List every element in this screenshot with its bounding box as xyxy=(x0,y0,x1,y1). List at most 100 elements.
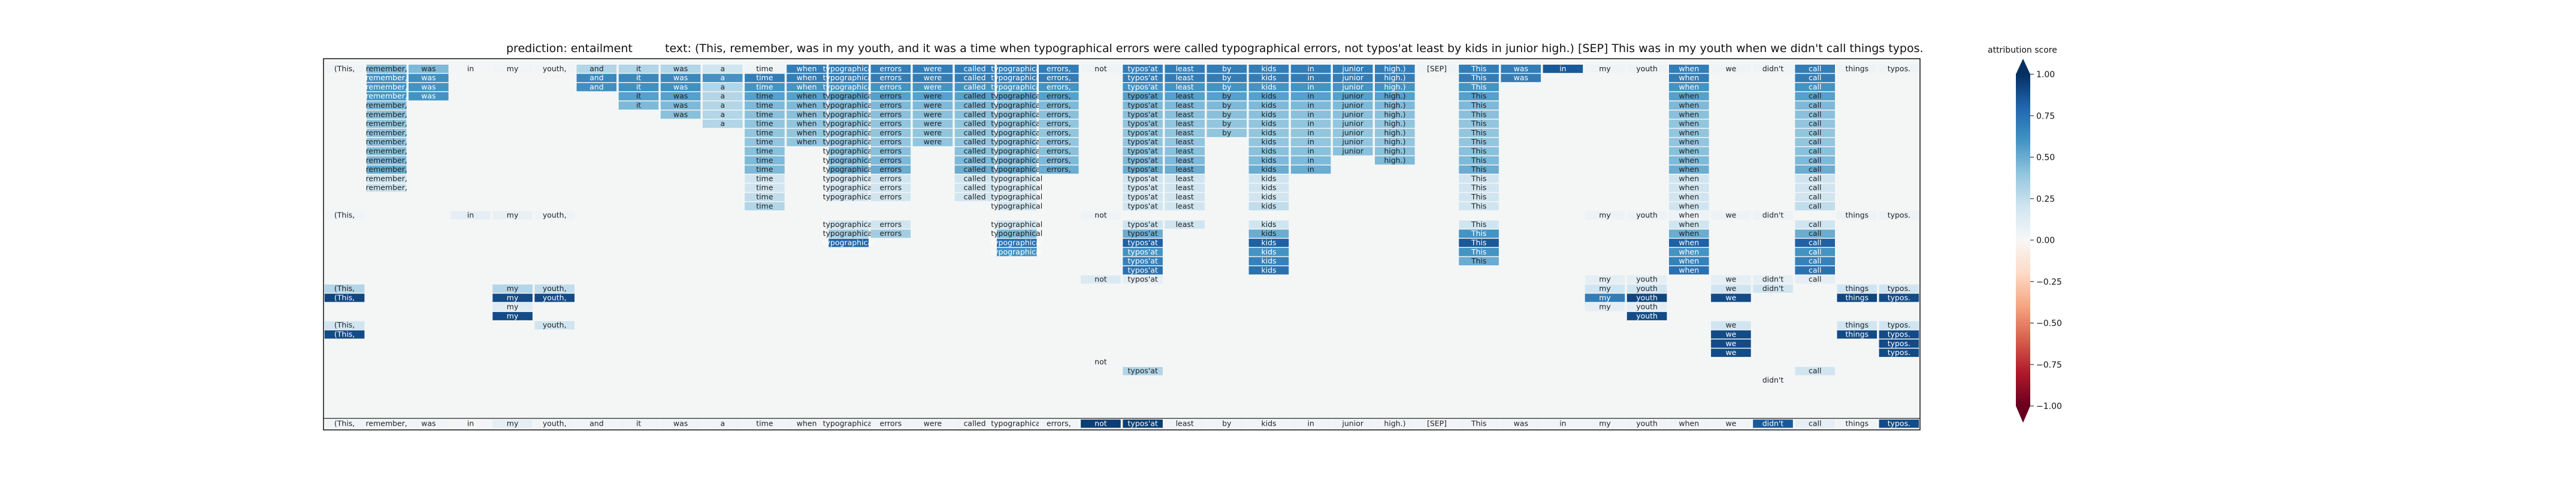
token-label: typographical xyxy=(991,147,1042,156)
token-label: were xyxy=(924,82,942,91)
token-label: was xyxy=(673,419,688,428)
heatmap-cell xyxy=(1459,165,1499,174)
token-label: youth, xyxy=(543,211,567,220)
token-label: call xyxy=(1809,101,1821,110)
heatmap-cell xyxy=(829,65,869,73)
heatmap-cell xyxy=(1837,330,1877,339)
heatmap-cell xyxy=(324,211,365,220)
plot-area-background xyxy=(323,59,1920,430)
token-label: This xyxy=(1471,119,1487,128)
heatmap-cell xyxy=(996,156,1037,165)
token-label: high.) xyxy=(1384,419,1405,428)
token-label: by xyxy=(1222,82,1232,91)
heatmap-cell xyxy=(1332,119,1373,128)
heatmap-cell xyxy=(745,183,785,192)
heatmap-cell xyxy=(366,74,407,83)
token-label: kids xyxy=(1261,265,1276,274)
token-label: junior xyxy=(1341,82,1363,91)
heatmap-cell xyxy=(1753,376,1793,384)
token-label: typographical xyxy=(991,101,1042,110)
heatmap-cell xyxy=(996,193,1037,201)
heatmap-cell xyxy=(1248,110,1289,119)
heatmap-cell xyxy=(1039,129,1079,137)
token-label: and xyxy=(589,64,604,73)
token-label: typographical xyxy=(823,238,875,247)
token-label: was xyxy=(421,92,436,101)
heatmap-cell xyxy=(1711,339,1751,348)
token-label: called xyxy=(963,183,985,192)
token-label: (This, xyxy=(334,419,355,428)
heatmap-cell xyxy=(1375,147,1415,156)
token-label: errors xyxy=(879,220,902,229)
token-label: remember, xyxy=(366,156,407,165)
heatmap-cell xyxy=(1837,419,1877,428)
heatmap-cell xyxy=(324,284,365,293)
heatmap-cell xyxy=(870,65,911,73)
token-label: typos. xyxy=(1888,348,1910,357)
chart-title-text: text: (This, remember, was in my youth, … xyxy=(665,42,1924,55)
token-label: youth, xyxy=(543,293,567,302)
token-label: by xyxy=(1222,128,1232,137)
token-label: my xyxy=(507,419,519,428)
heatmap-cell xyxy=(1039,110,1079,119)
token-label: in xyxy=(1307,82,1314,91)
heatmap-cell xyxy=(829,193,869,201)
token-label: and xyxy=(589,73,604,82)
heatmap-cell xyxy=(870,129,911,137)
token-label: time xyxy=(756,201,773,210)
heatmap-cell xyxy=(1248,65,1289,73)
token-label: when xyxy=(1679,64,1699,73)
token-label: called xyxy=(963,73,985,82)
heatmap-cell xyxy=(1795,238,1835,247)
heatmap-cell xyxy=(829,92,869,101)
heatmap-cell xyxy=(1332,92,1373,101)
token-label: kids xyxy=(1261,229,1276,238)
heatmap-cell xyxy=(618,83,659,92)
colorbar-tick-label: −0.25 xyxy=(2036,277,2062,287)
heatmap-cell xyxy=(1290,65,1331,73)
heatmap-cell xyxy=(996,129,1037,137)
token-label: remember, xyxy=(366,174,407,183)
heatmap-cell xyxy=(870,119,911,128)
heatmap-cell xyxy=(954,165,995,174)
heatmap-cell xyxy=(1795,257,1835,266)
heatmap-cell xyxy=(787,92,827,101)
heatmap-cell xyxy=(1123,248,1163,256)
heatmap-cell xyxy=(1123,193,1163,201)
token-label: typographical xyxy=(991,229,1042,238)
heatmap-cell xyxy=(409,92,449,101)
heatmap-cell xyxy=(1039,65,1079,73)
heatmap-cell xyxy=(366,83,407,92)
heatmap-cell xyxy=(1711,330,1751,339)
token-label: by xyxy=(1222,64,1232,73)
heatmap-cell xyxy=(1711,284,1751,293)
token-label: call xyxy=(1809,156,1821,165)
heatmap-cell xyxy=(1669,83,1709,92)
token-label: when xyxy=(1679,147,1699,156)
heatmap-cell xyxy=(1459,101,1499,110)
token-label: when xyxy=(1679,92,1699,101)
heatmap-cell xyxy=(745,165,785,174)
heatmap-cell xyxy=(1123,202,1163,211)
heatmap-cell xyxy=(1207,74,1247,83)
heatmap-cell xyxy=(1248,183,1289,192)
heatmap-cell xyxy=(1248,74,1289,83)
heatmap-cell xyxy=(366,138,407,147)
token-label: junior xyxy=(1341,119,1363,128)
token-label: high.) xyxy=(1384,110,1405,119)
token-label: was xyxy=(673,82,688,91)
token-label: time xyxy=(756,174,773,183)
heatmap-cell xyxy=(366,119,407,128)
token-label: when xyxy=(797,92,817,101)
heatmap-cell xyxy=(996,238,1037,247)
token-label: called xyxy=(963,64,985,73)
token-label: remember, xyxy=(366,64,407,73)
colorbar-tick-label: 0.25 xyxy=(2036,195,2055,204)
token-label: typos'at xyxy=(1127,101,1157,110)
heatmap-cell xyxy=(1753,275,1793,284)
heatmap-cell xyxy=(1669,257,1709,266)
heatmap-cell xyxy=(1290,156,1331,165)
token-label: junior xyxy=(1341,128,1363,137)
heatmap-cell xyxy=(1123,366,1163,375)
heatmap-cell xyxy=(1248,193,1289,201)
